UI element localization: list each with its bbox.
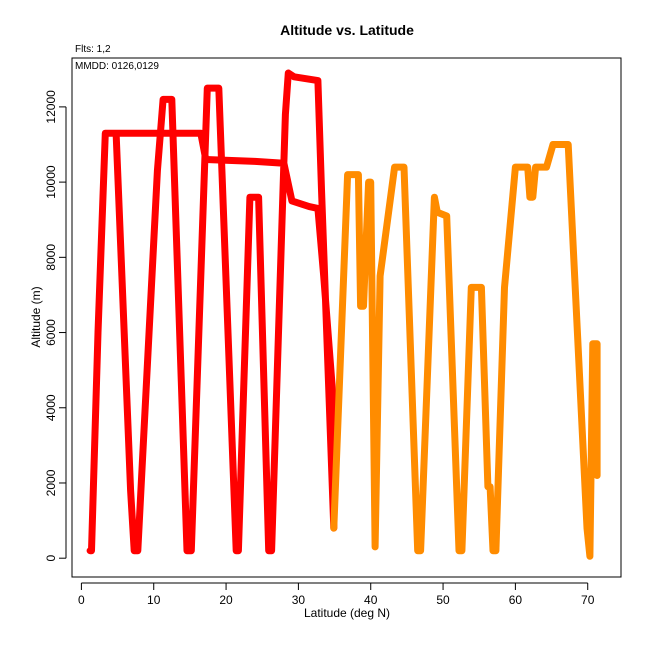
series-line-1 (86, 69, 338, 555)
y-tick-label: 2000 (44, 469, 58, 496)
series-line-2 (330, 141, 601, 560)
y-tick-label: 6000 (44, 319, 58, 346)
x-tick-label: 30 (292, 593, 306, 607)
date-annotation: MMDD: 0126,0129 (75, 61, 159, 72)
y-axis: 0 2000 4000 6000 8000 10000 12000 (44, 90, 67, 562)
x-tick-label: 60 (509, 593, 523, 607)
x-tick-label: 0 (78, 593, 85, 607)
series-layer (86, 69, 601, 560)
y-tick-label: 4000 (44, 394, 58, 421)
y-tick-label: 0 (44, 555, 58, 562)
x-tick-label: 10 (147, 593, 161, 607)
y-tick-label: 8000 (44, 244, 58, 271)
x-tick-label: 20 (219, 593, 233, 607)
x-axis: 0 10 20 30 40 50 60 70 (78, 582, 595, 607)
x-tick-label: 70 (581, 593, 595, 607)
chart-title: Altitude vs. Latitude (280, 22, 414, 38)
x-tick-label: 50 (436, 593, 450, 607)
y-tick-label: 10000 (44, 165, 58, 199)
flights-annotation: Flts: 1,2 (75, 44, 111, 55)
x-axis-label: Latitude (deg N) (304, 606, 390, 620)
y-tick-label: 12000 (44, 90, 58, 124)
x-tick-label: 40 (364, 593, 378, 607)
y-axis-label: Altitude (m) (29, 286, 43, 347)
plot-frame (71, 57, 622, 578)
